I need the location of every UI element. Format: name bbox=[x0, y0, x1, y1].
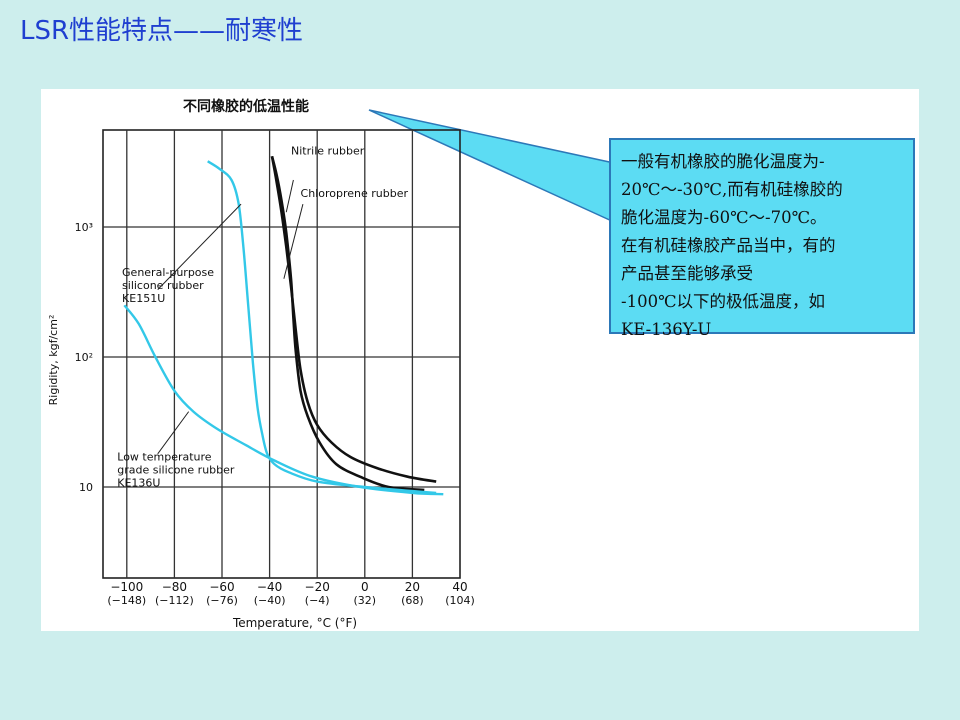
x-tick-sublabel: (−76) bbox=[206, 594, 238, 607]
chart-title: 不同橡胶的低温性能 bbox=[183, 98, 309, 115]
x-tick-sublabel: (−112) bbox=[155, 594, 194, 607]
x-tick-sublabel: (−4) bbox=[305, 594, 330, 607]
series-lines bbox=[123, 155, 444, 496]
annotation-leader bbox=[283, 203, 304, 279]
x-tick-sublabel: (68) bbox=[401, 594, 424, 607]
annotation-leader bbox=[157, 203, 242, 290]
x-tick-label: −80 bbox=[162, 580, 187, 594]
slide-title: LSR性能特点——耐寒性 bbox=[20, 16, 304, 46]
y-tick-label: 10³ bbox=[75, 221, 93, 234]
x-tick-label: −100 bbox=[110, 580, 143, 594]
annotation-label: Chloroprene rubber bbox=[301, 187, 409, 200]
y-ticks: 10 10² 10³ bbox=[75, 221, 93, 494]
series-line-3 bbox=[207, 160, 437, 495]
x-axis-label: Temperature, °C (°F) bbox=[232, 616, 357, 630]
x-tick-label: −60 bbox=[209, 580, 234, 594]
y-tick-label: 10² bbox=[75, 351, 93, 364]
callout-pointer bbox=[368, 109, 615, 224]
annotation-label: Nitrile rubber bbox=[291, 145, 365, 158]
series-line-4 bbox=[123, 304, 444, 496]
annotation-leader bbox=[285, 179, 294, 213]
plot-frame bbox=[102, 129, 461, 579]
x-tick-label: −20 bbox=[305, 580, 330, 594]
x-tick-sublabel: (104) bbox=[445, 594, 475, 607]
callout-box: 一般有机橡胶的脆化温度为- 20℃～-30℃,而有机硅橡胶的 脆化温度为-60℃… bbox=[609, 138, 915, 339]
x-tick-sublabel: (32) bbox=[354, 594, 377, 607]
annotation-label: Low temperature grade silicone rubber KE13… bbox=[117, 450, 235, 489]
grid bbox=[102, 129, 461, 579]
x-tick-sublabel: (−40) bbox=[254, 594, 286, 607]
x-tick-label: −40 bbox=[257, 580, 282, 594]
y-axis-label: Rigidity, kgf/cm² bbox=[47, 315, 60, 406]
x-tick-label: 0 bbox=[361, 580, 369, 594]
annotation-leader bbox=[157, 411, 190, 455]
series-line-2 bbox=[270, 155, 425, 492]
series-line-1 bbox=[270, 156, 437, 483]
y-tick-label: 10 bbox=[79, 481, 93, 494]
annotation-label: General-purpose silicone rubber KE151U bbox=[122, 266, 214, 305]
annotations: Nitrile rubber Chloroprene rubber General-… bbox=[117, 145, 408, 490]
x-tick-label: 40 bbox=[452, 580, 467, 594]
x-ticks: −100(−148) −80(−112) −60(−76) −40(−40) −20(−… bbox=[107, 580, 474, 607]
x-tick-label: 20 bbox=[405, 580, 420, 594]
x-tick-sublabel: (−148) bbox=[107, 594, 146, 607]
